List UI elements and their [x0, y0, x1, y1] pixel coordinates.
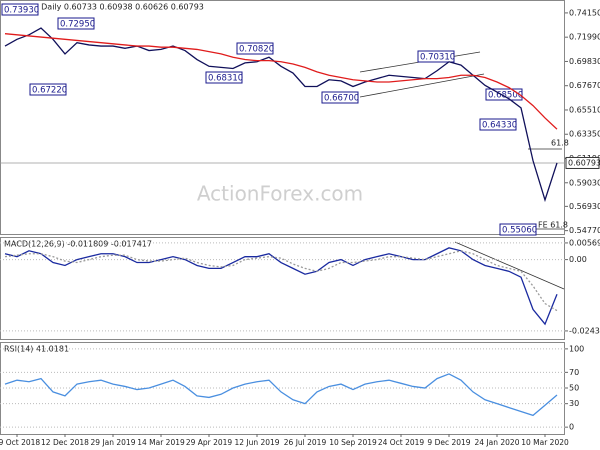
series-line: [4, 373, 558, 417]
annotation-box: [479, 118, 517, 131]
annotation: 0.67220: [32, 86, 67, 96]
series-line: [4, 33, 558, 130]
fib-label: FE 61.8: [538, 221, 568, 230]
y-tick-label: 0.65510: [569, 105, 600, 114]
annotation: 0.72950: [60, 20, 95, 30]
x-tick-label: 24 Oct 2019: [378, 438, 425, 447]
annotation: 0.68500: [488, 91, 523, 101]
x-tick-label: 10 Sep 2019: [329, 438, 377, 447]
y-tick-label: 0.005691: [569, 238, 600, 247]
annotations: 0.73930 0.72950 0.67220 0.70820 0.68310 …: [1, 3, 537, 236]
annotation: 0.70820: [239, 45, 274, 55]
annotation-box: [417, 50, 455, 63]
chart-title: AUDUSD Daily 0.60733 0.60938 0.60626 0.6…: [4, 3, 204, 12]
macd-title: MACD(12,26,9) -0.011809 -0.017417: [4, 240, 152, 249]
annotation: 0.73930: [4, 6, 39, 16]
y-tick-label: 100: [569, 344, 584, 353]
annotation: 0.68310: [208, 74, 243, 84]
series-line: [4, 250, 558, 312]
y-tick-label: 30: [569, 399, 579, 408]
x-tick-label: 24 Jan 2020: [475, 438, 520, 447]
annotation: 0.70310: [420, 53, 455, 63]
macd-trend-line: [454, 241, 565, 290]
series-line: [4, 27, 558, 203]
y-tick-label: 0.54770: [569, 226, 600, 235]
price-panel: [0, 0, 565, 235]
x-tick-label: 10 Mar 2020: [521, 438, 569, 447]
x-tick-label: 26 Jul 2019: [284, 438, 327, 447]
y-tick-label: 0.69830: [569, 57, 600, 66]
y-tick-label: 0.67670: [569, 81, 600, 90]
y-tick-label: 70: [569, 368, 579, 377]
annotation-box: [205, 71, 243, 84]
annotation-box: [236, 42, 274, 55]
x-tick-label: 12 Dec 2018: [41, 438, 89, 447]
annotation-box: [1, 3, 39, 16]
watermark: ActionForex.com: [197, 182, 363, 206]
annotation: 0.55060: [502, 226, 537, 236]
y-tick-label: 0.00: [569, 255, 587, 264]
y-tick-label: 0.74150: [569, 8, 600, 17]
y-tick-label: 0.59030: [569, 178, 600, 187]
channel-line: [359, 73, 485, 98]
y-tick-label: 0.71990: [569, 33, 600, 42]
x-tick-label: 29 Apr 2019: [186, 438, 233, 447]
annotation: 0.66700: [324, 94, 359, 104]
annotation-box: [57, 17, 95, 30]
y-tick-label: 50: [569, 384, 579, 393]
x-tick-label: 9 Dec 2019: [427, 438, 470, 447]
fib-label: 61.8: [551, 139, 569, 148]
y-tick-label: 0.56930: [569, 202, 600, 211]
annotation: 0.64330: [482, 121, 517, 131]
x-tick-label: 29 Jan 2019: [91, 438, 136, 447]
last-price-box: [565, 156, 600, 169]
x-tick-label: 12 Jun 2019: [234, 438, 279, 447]
annotation-box: [29, 83, 67, 96]
y-tick-label: -0.024344: [569, 326, 600, 335]
x-tick-label: 14 Mar 2019: [137, 438, 185, 447]
y-tick-label: 0: [569, 423, 574, 432]
annotation-box: [321, 91, 359, 104]
last-price-label: 0.60793: [568, 158, 600, 167]
annotation-box: [485, 88, 523, 101]
annotation-box: [499, 223, 537, 236]
series-line: [4, 247, 558, 326]
y-tick-label: 0.63350: [569, 130, 600, 139]
macd-panel: [0, 237, 565, 340]
x-tick-label: 29 Oct 2018: [0, 438, 40, 447]
